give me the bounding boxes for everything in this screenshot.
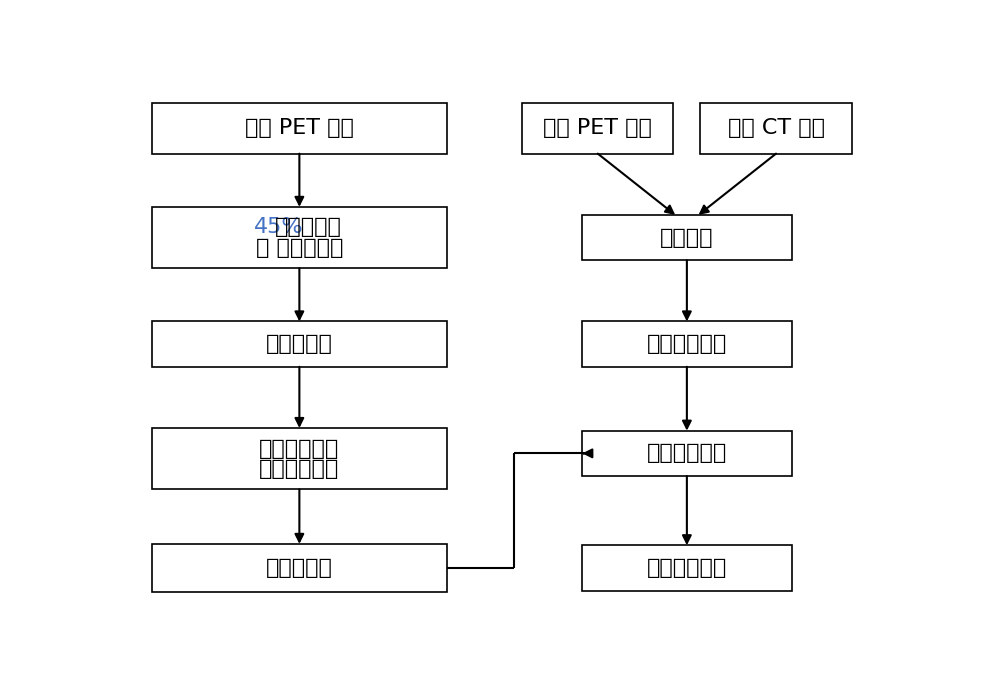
Text: 创建随机森林: 创建随机森林 <box>647 334 727 354</box>
FancyBboxPatch shape <box>152 322 447 367</box>
FancyBboxPatch shape <box>152 103 447 154</box>
Text: 单调下降函数: 单调下降函数 <box>259 439 340 459</box>
Text: 特征提取: 特征提取 <box>660 228 714 248</box>
Text: 确定肿瘤位置: 确定肿瘤位置 <box>259 459 340 479</box>
FancyBboxPatch shape <box>582 322 792 367</box>
FancyBboxPatch shape <box>522 103 673 154</box>
FancyBboxPatch shape <box>582 430 792 476</box>
Text: 输入 CT 图像: 输入 CT 图像 <box>728 118 824 138</box>
Text: 输入 PET 图像: 输入 PET 图像 <box>245 118 354 138</box>
FancyBboxPatch shape <box>582 215 792 260</box>
FancyBboxPatch shape <box>582 545 792 590</box>
Text: 得 到连通区域: 得 到连通区域 <box>256 237 343 257</box>
Text: 45%: 45% <box>254 217 304 237</box>
Text: 的阈值分割: 的阈值分割 <box>275 217 342 237</box>
Text: 图像精确分割: 图像精确分割 <box>647 444 727 464</box>
FancyBboxPatch shape <box>152 207 447 268</box>
FancyBboxPatch shape <box>152 544 447 592</box>
Text: 孔洞的填充: 孔洞的填充 <box>266 558 333 578</box>
Text: 杂点的去除: 杂点的去除 <box>266 334 333 354</box>
Text: 输入 PET 图像: 输入 PET 图像 <box>543 118 652 138</box>
FancyBboxPatch shape <box>700 103 852 154</box>
Text: 输出最后结果: 输出最后结果 <box>647 558 727 578</box>
FancyBboxPatch shape <box>152 428 447 489</box>
